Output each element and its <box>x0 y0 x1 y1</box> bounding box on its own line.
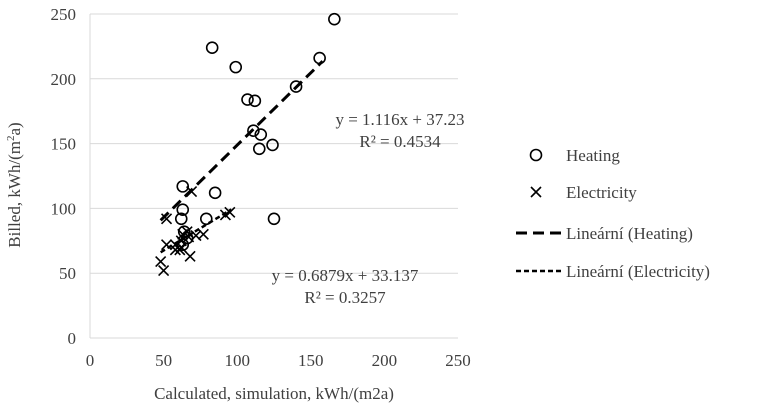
trendline-electricity <box>160 208 232 254</box>
heating-point <box>176 180 190 193</box>
x-tick-label: 250 <box>445 351 471 370</box>
heating-equation: y = 1.116x + 37.23 <box>335 110 464 129</box>
legend-circle-marker <box>529 148 543 162</box>
electricity-point <box>219 209 231 221</box>
electricity-point <box>160 213 173 225</box>
heating-point <box>252 142 266 156</box>
trendlines <box>159 60 324 254</box>
heating-point <box>266 138 279 152</box>
electricity-point <box>184 250 196 262</box>
heating-point <box>254 128 268 141</box>
heating-point <box>247 124 260 137</box>
y-tick-label: 200 <box>51 70 77 89</box>
x-tick-label: 200 <box>372 351 398 370</box>
heating-point <box>289 80 303 93</box>
x-tick-labels: 0 50 100 150 200 250 <box>86 351 471 370</box>
legend-item-electricity-trendline: Lineární (Electricity) <box>516 262 710 281</box>
y-tick-label: 50 <box>59 264 76 283</box>
heating-point <box>208 186 222 200</box>
heating-point <box>313 51 326 65</box>
y-tick-label: 150 <box>51 135 77 154</box>
trendline-equations: y = 1.116x + 37.23 R² = 0.4534 y = 0.687… <box>272 110 465 307</box>
electricity-point <box>197 228 209 240</box>
legend-item-heating: Heating <box>529 146 620 165</box>
y-tick-label: 250 <box>51 5 77 24</box>
x-tick-label: 0 <box>86 351 95 370</box>
legend-x-marker <box>530 186 542 198</box>
legend-label-heating: Heating <box>566 146 620 165</box>
electricity-point <box>186 185 198 198</box>
heating-point <box>248 94 262 108</box>
x-tick-label: 100 <box>224 351 250 370</box>
legend: Heating Electricity Lineární (Heating) L… <box>516 146 710 281</box>
legend-item-heating-trendline: Lineární (Heating) <box>516 224 693 243</box>
legend-label-electricity: Electricity <box>566 183 637 202</box>
y-tick-label: 100 <box>51 199 77 218</box>
electricity-point <box>155 255 167 268</box>
trendline-heating <box>159 60 324 222</box>
y-tick-labels: 0 50 100 150 200 250 <box>51 5 77 348</box>
electricity-equation: y = 0.6879x + 33.137 <box>272 266 419 285</box>
electricity-point <box>175 241 187 253</box>
heating-r2: R² = 0.4534 <box>359 132 441 151</box>
heating-point <box>267 212 281 226</box>
axes <box>89 14 458 339</box>
legend-label-heating-trendline: Lineární (Heating) <box>566 224 693 243</box>
gridlines <box>90 13 458 274</box>
heating-point <box>205 41 219 54</box>
legend-item-electricity: Electricity <box>530 183 637 202</box>
x-tick-label: 150 <box>298 351 324 370</box>
y-tick-label: 0 <box>68 329 77 348</box>
data-points <box>155 12 341 277</box>
heating-point <box>229 60 243 74</box>
x-axis-label: Calculated, simulation, kWh/(m2a) <box>154 384 394 403</box>
y-axis-label: Billed, kWh/(m2a) <box>5 122 24 247</box>
legend-label-electricity-trendline: Lineární (Electricity) <box>566 262 710 281</box>
heating-point <box>174 212 188 226</box>
x-tick-label: 50 <box>155 351 172 370</box>
electricity-point <box>169 244 181 256</box>
heating-point <box>241 93 254 106</box>
electricity-point <box>160 239 173 251</box>
electricity-point <box>158 265 170 277</box>
electricity-r2: R² = 0.3257 <box>304 288 386 307</box>
heating-point <box>199 212 213 226</box>
heating-point <box>176 203 190 216</box>
heating-point <box>328 12 341 26</box>
